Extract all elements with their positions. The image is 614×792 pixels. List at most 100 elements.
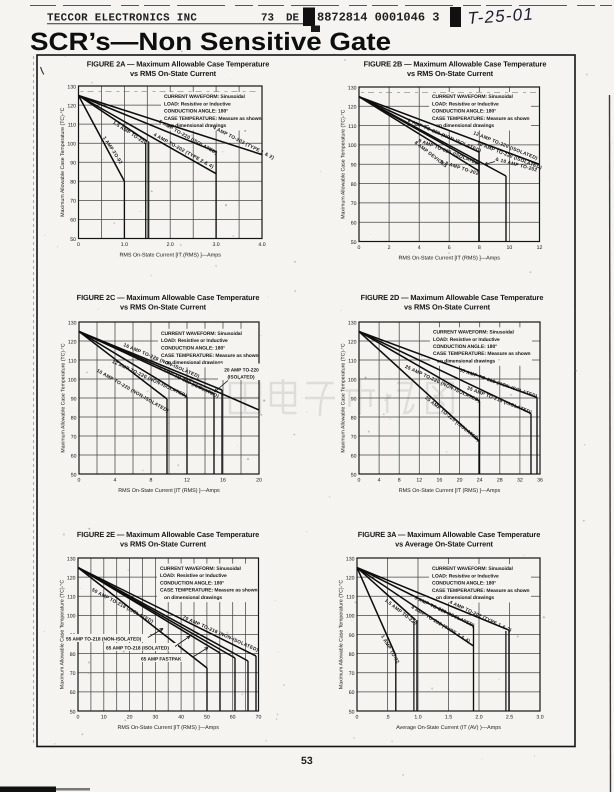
svg-text:4: 4: [378, 478, 381, 484]
svg-text:28: 28: [497, 478, 503, 484]
svg-text:Maximum Allowable Case Tempera: Maximum Allowable Case Temperature (TC)-…: [341, 343, 347, 452]
svg-text:vs RMS On-State Current: vs RMS On-State Current: [407, 69, 494, 78]
svg-text:8872814 0001046 3: 8872814 0001046 3: [317, 11, 439, 25]
svg-text:60: 60: [70, 690, 76, 696]
svg-text:0: 0: [358, 245, 361, 251]
svg-text:8: 8: [398, 478, 401, 484]
svg-text:110: 110: [67, 595, 75, 601]
svg-text:6: 6: [448, 245, 451, 251]
svg-text:2.0: 2.0: [167, 242, 174, 248]
svg-text:32: 32: [517, 478, 523, 484]
svg-text:80: 80: [351, 182, 357, 188]
svg-text:vs RMS On-State Current: vs RMS On-State Current: [130, 69, 217, 78]
svg-text:24: 24: [477, 478, 483, 484]
svg-text:60: 60: [351, 453, 357, 459]
svg-text:65 AMP TO-218 (ISOLATED): 65 AMP TO-218 (ISOLATED): [106, 646, 169, 652]
svg-text:2.0: 2.0: [475, 715, 482, 721]
svg-text:16: 16: [220, 478, 226, 484]
svg-text:110: 110: [68, 358, 76, 364]
svg-text:FIGURE 2C — Maximum Allowable: FIGURE 2C — Maximum Allowable Case Tempe…: [77, 293, 260, 302]
svg-text:0: 0: [356, 715, 359, 721]
svg-text:CASE TEMPERATURE: Measure as s: CASE TEMPERATURE: Measure as shown: [433, 351, 531, 357]
svg-text:CURRENT WAVEFORM: Sinusoidal: CURRENT WAVEFORM: Sinusoidal: [160, 566, 241, 572]
svg-text:36: 36: [537, 478, 543, 484]
svg-text:on dimensional drawings: on dimensional drawings: [436, 595, 494, 601]
svg-text:130: 130: [67, 556, 76, 562]
svg-text:30: 30: [153, 715, 159, 721]
svg-text:0: 0: [358, 478, 361, 484]
svg-text:1 AMP TO-92: 1 AMP TO-92: [101, 135, 123, 165]
svg-text:130: 130: [346, 556, 355, 562]
svg-text:120: 120: [67, 575, 76, 581]
svg-text:70: 70: [71, 434, 77, 440]
svg-text:0: 0: [77, 715, 80, 721]
svg-text:100: 100: [68, 377, 77, 383]
svg-text:LOAD: Resistive or Inductive: LOAD: Resistive or Inductive: [164, 102, 231, 108]
svg-text:50: 50: [351, 472, 357, 478]
svg-text:FIGURE 2D — Maximum Allowable: FIGURE 2D — Maximum Allowable Case Tempe…: [361, 293, 544, 302]
svg-text:12: 12: [416, 478, 422, 484]
svg-text:RMS On-State Current [IT (RMS): RMS On-State Current [IT (RMS) ]—Amps: [118, 488, 220, 494]
svg-text:60: 60: [71, 453, 77, 459]
svg-text:CASE TEMPERATURE: Measure as s: CASE TEMPERATURE: Measure as shown: [161, 353, 259, 359]
svg-text:120: 120: [346, 575, 355, 581]
svg-text:110: 110: [68, 122, 76, 128]
svg-text:110: 110: [346, 595, 354, 601]
svg-text:110: 110: [348, 124, 356, 130]
svg-text:12: 12: [537, 245, 543, 251]
svg-text:90: 90: [349, 633, 355, 639]
svg-text:65 AMP FASTPAK: 65 AMP FASTPAK: [141, 657, 182, 663]
svg-text:CONDUCTION ANGLE: 180°: CONDUCTION ANGLE: 180°: [432, 581, 496, 587]
svg-text:vs RMS On-State Current: vs RMS On-State Current: [120, 303, 207, 312]
svg-text:Maximum Allowable Case Tempera: Maximum Allowable Case Temperature (TC)-…: [61, 343, 67, 452]
svg-text:50: 50: [70, 237, 76, 243]
svg-text:CONDUCTION ANGLE: 180°: CONDUCTION ANGLE: 180°: [160, 580, 224, 586]
svg-text:CASE TEMPERATURE: Measure as s: CASE TEMPERATURE: Measure as shown: [432, 116, 530, 122]
svg-text:1.5: 1.5: [445, 715, 452, 721]
svg-text:80: 80: [349, 652, 355, 658]
svg-text:LOAD: Resistive or Inductive: LOAD: Resistive or Inductive: [160, 573, 227, 579]
svg-text:100: 100: [348, 377, 357, 383]
svg-text:40: 40: [178, 715, 184, 721]
svg-text:100: 100: [67, 142, 76, 148]
svg-text:on dimensional drawings: on dimensional drawings: [165, 360, 223, 366]
svg-text:on dimensional drawings: on dimensional drawings: [437, 359, 495, 365]
svg-text:(ISOLATED): (ISOLATED): [227, 374, 254, 380]
svg-text:3.0: 3.0: [212, 242, 219, 248]
svg-text:CURRENT WAVEFORM: Sinusoidal: CURRENT WAVEFORM: Sinusoidal: [432, 94, 513, 100]
svg-text:73: 73: [261, 13, 274, 25]
svg-text:50: 50: [351, 240, 357, 246]
svg-text:70: 70: [70, 671, 76, 677]
svg-text:100: 100: [346, 614, 355, 620]
svg-text:20 AMP TO-220: 20 AMP TO-220: [224, 368, 259, 374]
svg-text:CURRENT WAVEFORM: Sinusoidal: CURRENT WAVEFORM: Sinusoidal: [164, 94, 245, 100]
svg-text:1 AMP TO-92: 1 AMP TO-92: [379, 634, 400, 665]
svg-text:50: 50: [349, 709, 355, 715]
svg-text:FIGURE 3A — Maximum Allowable: FIGURE 3A — Maximum Allowable Case Tempe…: [358, 530, 540, 539]
svg-text:4.0: 4.0: [258, 242, 265, 248]
svg-text:on dimensional drawings: on dimensional drawings: [436, 123, 494, 129]
svg-text:3.0: 3.0: [536, 715, 543, 721]
svg-text:CASE TEMPERATURE: Measure as s: CASE TEMPERATURE: Measure as shown: [164, 116, 262, 122]
svg-text:Maximum Allowable Case Tempera: Maximum Allowable Case Temperature (TC)-…: [341, 109, 347, 218]
svg-text:120: 120: [67, 103, 76, 109]
svg-text:50: 50: [70, 709, 76, 715]
svg-text:CONDUCTION ANGLE: 180°: CONDUCTION ANGLE: 180°: [164, 109, 228, 115]
svg-text:CURRENT WAVEFORM: Sinusoidal: CURRENT WAVEFORM: Sinusoidal: [432, 566, 513, 572]
svg-text:RMS On-State Current [IT (RMS): RMS On-State Current [IT (RMS) ]—Amps: [398, 256, 500, 262]
svg-text:RMS On-State Current [IT (RMS): RMS On-State Current [IT (RMS) ]—Amps: [117, 725, 219, 731]
svg-text:80: 80: [351, 415, 357, 421]
svg-text:RMS On-State Current [IT (RMS): RMS On-State Current [IT (RMS) ]—Amps: [399, 488, 501, 494]
svg-text:Maximum Allowable Case Tempera: Maximum Allowable Case Temperature (TC)-…: [339, 580, 345, 689]
svg-text:120: 120: [348, 105, 357, 111]
svg-text:LOAD: Resistive or Inductive: LOAD: Resistive or Inductive: [433, 337, 500, 343]
svg-text:0: 0: [77, 242, 80, 248]
svg-text:CONDUCTION ANGLE: 180°: CONDUCTION ANGLE: 180°: [432, 109, 496, 115]
svg-text:CASE TEMPERATURE: Measure as s: CASE TEMPERATURE: Measure as shown: [432, 588, 530, 594]
svg-text:130: 130: [348, 320, 357, 326]
svg-text:70: 70: [349, 671, 355, 677]
svg-text:2: 2: [388, 245, 391, 251]
svg-text:10 AMP TO-220 (NON-ISOLATED): 10 AMP TO-220 (NON-ISOLATED): [95, 368, 169, 414]
svg-text:20: 20: [457, 478, 463, 484]
svg-text:80: 80: [71, 415, 77, 421]
